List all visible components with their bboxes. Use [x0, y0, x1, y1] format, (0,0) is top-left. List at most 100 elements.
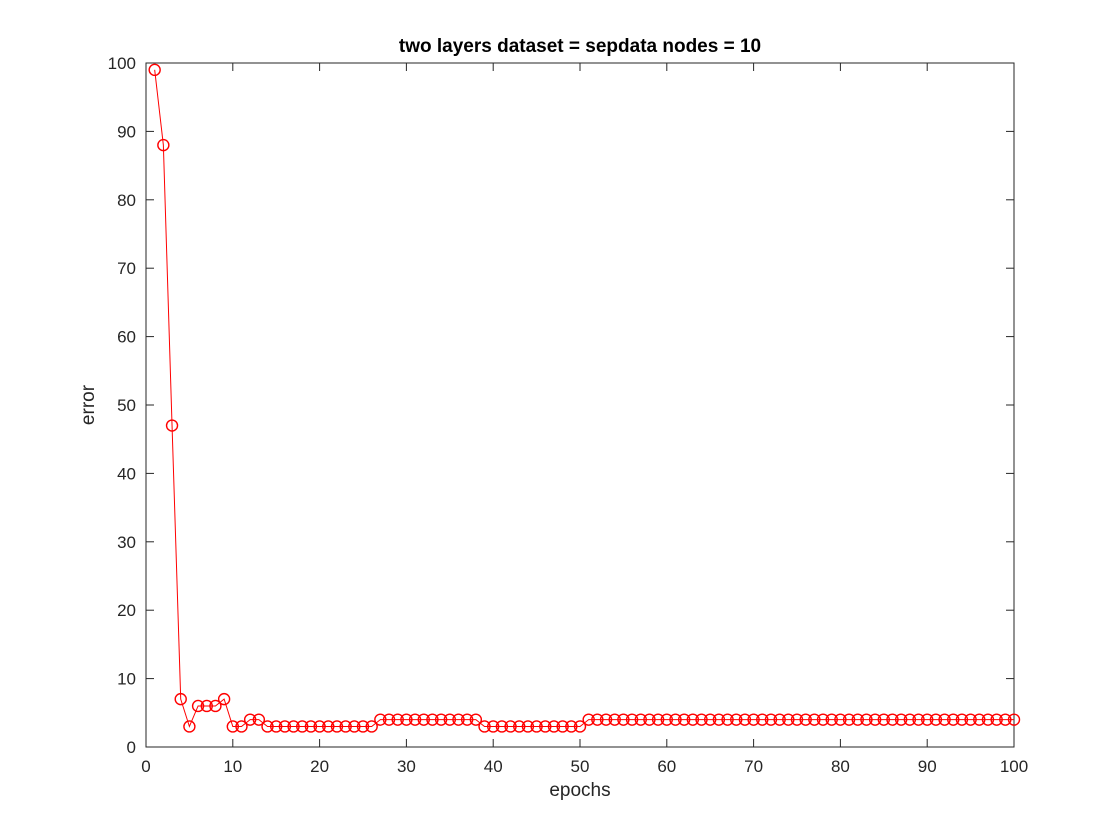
data-point: [174, 692, 187, 706]
data-point: [417, 713, 430, 726]
data-point: [964, 713, 977, 726]
data-point: [452, 713, 465, 726]
data-point: [990, 713, 1003, 726]
data-point: [304, 720, 318, 733]
y-axis-ticks: 0 10 20 30 40 50 60 70 80 90 100: [108, 54, 1014, 757]
data-point: [790, 713, 804, 726]
chart-title: two layers dataset = sepdata nodes = 10: [399, 36, 761, 57]
x-tick-label: 50: [571, 757, 590, 776]
data-point: [651, 713, 665, 726]
data-point: [712, 713, 726, 726]
data-point: [539, 720, 552, 733]
y-tick-label: 70: [117, 259, 136, 278]
data-point: [816, 713, 830, 726]
x-tick-label: 90: [918, 757, 937, 776]
data-point: [608, 713, 621, 726]
data-point: [339, 720, 352, 733]
data-point: [747, 713, 760, 726]
data-point: [495, 720, 509, 733]
data-point: [434, 713, 448, 726]
data-point: [799, 713, 812, 726]
data-point: [504, 720, 517, 733]
data-point: [921, 713, 934, 726]
data-point: [929, 713, 943, 726]
data-point: [660, 713, 673, 726]
data-point: [686, 713, 700, 726]
x-tick-label: 80: [831, 757, 850, 776]
data-point: [981, 713, 995, 726]
data-point: [877, 713, 890, 726]
data-point: [756, 713, 769, 726]
data-point: [903, 713, 917, 726]
data-point: [443, 713, 456, 726]
data-point: [243, 713, 257, 726]
x-axis-ticks: 0 10 20 30 40 50 60 70 80 90 100: [141, 63, 1028, 776]
data-point: [356, 720, 370, 733]
data-point: [365, 720, 378, 733]
x-tick-label: 0: [141, 757, 150, 776]
data-point: [322, 720, 335, 733]
data-point: [851, 713, 864, 726]
data-point: [886, 713, 899, 726]
data-point: [782, 713, 795, 726]
data-point: [382, 713, 396, 726]
data-point: [582, 713, 595, 726]
y-axis-label: error: [78, 384, 99, 425]
data-point: [478, 720, 491, 733]
data-point: [513, 720, 526, 733]
x-tick-label: 10: [223, 757, 242, 776]
data-point: [348, 720, 361, 733]
y-tick-label: 20: [117, 601, 136, 620]
x-tick-label: 70: [744, 757, 763, 776]
data-point: [235, 720, 248, 733]
data-point: [148, 63, 161, 77]
data-point: [400, 713, 413, 726]
data-point: [530, 720, 543, 733]
data-point: [278, 720, 292, 733]
data-point: [773, 713, 786, 726]
data-point: [912, 713, 925, 726]
data-point: [625, 713, 639, 726]
data-point: [695, 713, 708, 726]
y-tick-label: 40: [117, 464, 136, 483]
x-tick-label: 100: [1000, 757, 1028, 776]
data-point: [808, 713, 821, 726]
data-point: [938, 713, 951, 726]
y-tick-label: 100: [108, 54, 136, 73]
data-point: [842, 713, 856, 726]
data-point: [955, 713, 969, 726]
x-tick-label: 20: [310, 757, 329, 776]
data-point: [704, 713, 717, 726]
data-point: [634, 713, 647, 726]
data-point: [287, 720, 300, 733]
data-point: [1007, 713, 1021, 726]
data-point: [825, 713, 838, 726]
data-point: [573, 720, 587, 733]
data-point: [764, 713, 778, 726]
data-point: [521, 720, 535, 733]
y-tick-label: 60: [117, 328, 136, 347]
data-point: [469, 713, 483, 726]
data-point: [191, 699, 205, 713]
data-point: [721, 713, 734, 726]
data-point: [591, 713, 604, 726]
data-point: [408, 713, 422, 726]
data-point: [738, 713, 752, 726]
data-point: [487, 720, 500, 733]
data-point: [330, 720, 344, 733]
plot-area: [145, 62, 1015, 748]
data-point: [226, 720, 240, 733]
data-point: [730, 713, 743, 726]
series-layer: [148, 63, 1021, 733]
y-tick-label: 10: [117, 670, 136, 689]
data-point: [547, 720, 561, 733]
data-point: [252, 713, 266, 726]
y-tick-label: 0: [127, 738, 136, 757]
x-tick-label: 60: [657, 757, 676, 776]
x-tick-label: 40: [484, 757, 503, 776]
data-point: [599, 713, 613, 726]
y-tick-label: 30: [117, 533, 136, 552]
data-point: [209, 699, 222, 713]
data-point: [999, 713, 1012, 726]
